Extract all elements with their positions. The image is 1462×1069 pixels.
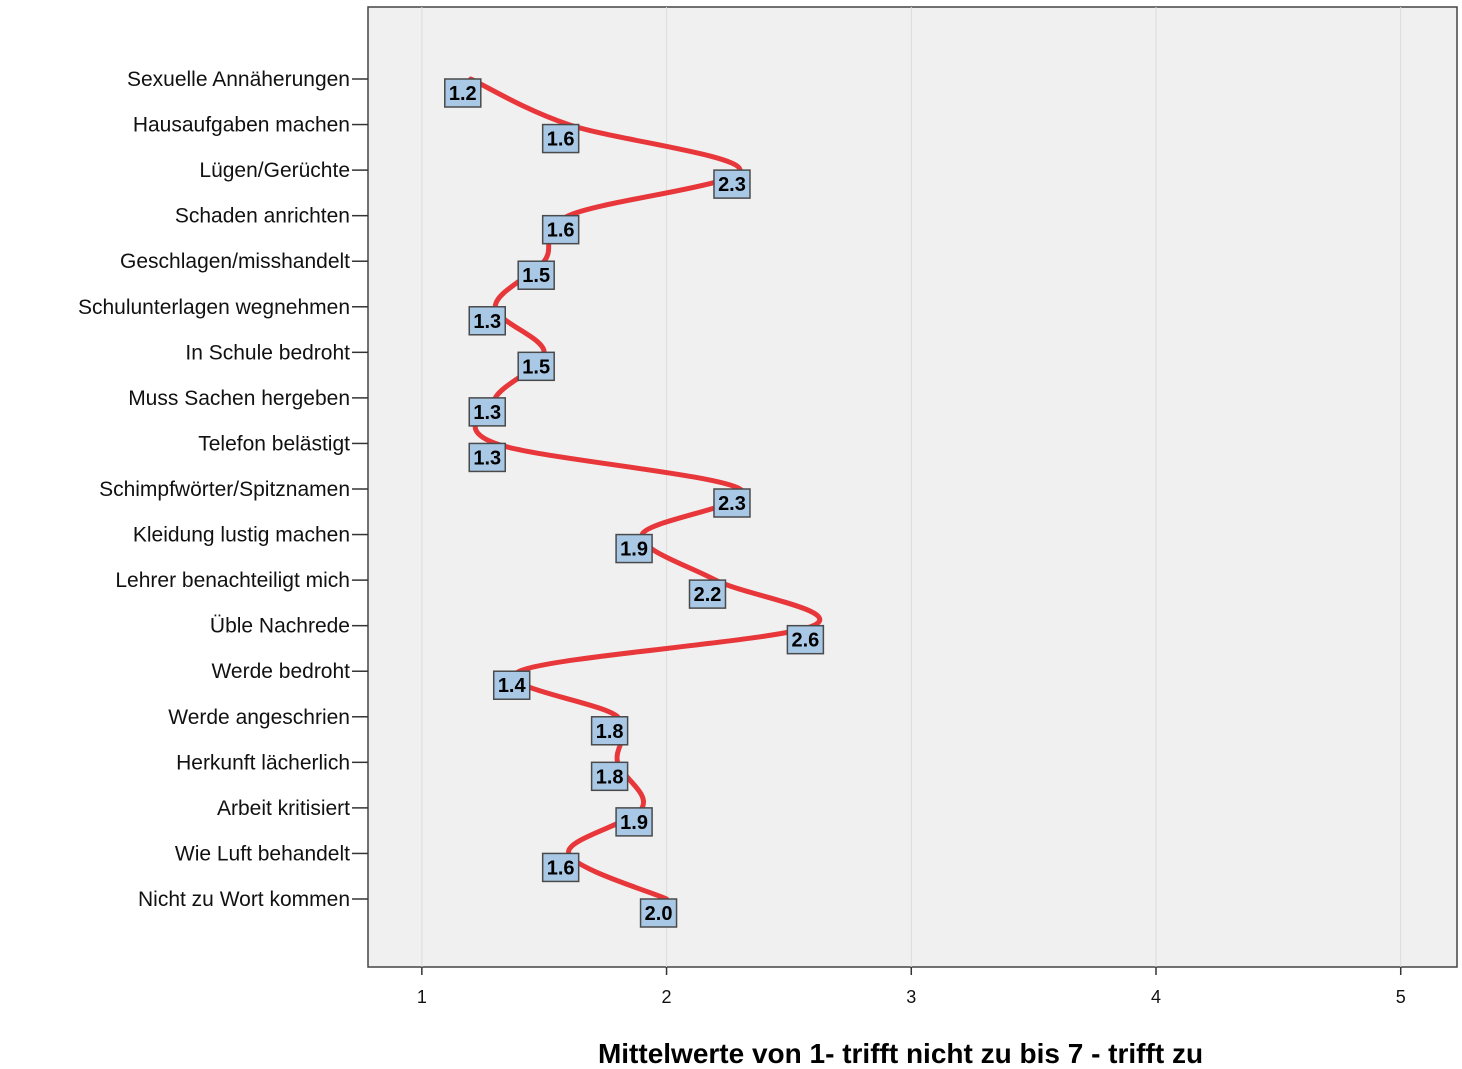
svg-text:2.6: 2.6	[791, 630, 819, 652]
grid	[421, 7, 1402, 967]
data-label: 1.8	[590, 761, 629, 792]
svg-text:1.2: 1.2	[449, 83, 477, 105]
svg-text:1.6: 1.6	[547, 220, 575, 242]
data-label: 1.3	[468, 442, 507, 473]
category-label: Sexuelle Annäherungen	[127, 68, 350, 91]
data-label: 1.3	[468, 397, 507, 427]
category-label: Schimpfwörter/Spitznamen	[99, 478, 350, 501]
category-label: Lehrer benachteiligt mich	[115, 569, 350, 592]
data-label: 2.0	[639, 898, 678, 928]
svg-text:2.3: 2.3	[718, 174, 746, 196]
category-label: Arbeit kritisiert	[217, 797, 350, 820]
category-label: Üble Nachrede	[210, 615, 350, 638]
data-label: 1.9	[615, 807, 653, 837]
category-label: Werde bedroht	[211, 660, 350, 683]
category-label: Lügen/Gerüchte	[199, 159, 350, 182]
category-label: Hausaufgaben machen	[133, 114, 350, 137]
category-label: Schulunterlagen wegnehmen	[78, 296, 350, 319]
data-label: 1.3	[468, 306, 507, 336]
category-label: In Schule bedroht	[185, 341, 350, 364]
data-label: 1.9	[615, 533, 653, 564]
x-tick-label: 5	[1396, 987, 1406, 1007]
x-tick-label: 3	[906, 987, 916, 1007]
category-label: Geschlagen/misshandelt	[120, 250, 350, 273]
x-tick-label: 1	[417, 987, 427, 1007]
category-axis: Sexuelle Annäherungen Hausaufgaben machen…	[78, 68, 368, 911]
data-label: 1.8	[590, 716, 629, 746]
data-label: 2.3	[713, 488, 751, 518]
svg-text:1.3: 1.3	[473, 311, 501, 333]
category-label: Wie Luft behandelt	[175, 842, 350, 865]
svg-text:1.8: 1.8	[596, 766, 624, 788]
data-label: 1.6	[541, 214, 580, 245]
data-label: 1.4	[492, 670, 531, 700]
category-label: Nicht zu Wort kommen	[138, 888, 350, 911]
data-labels: 1.2 1.6 2.3 1.6 1.5 1.3 1.5 1.3 1.3 2.3 1.9 2.2 2.6 1…	[444, 78, 825, 928]
svg-text:2.2: 2.2	[694, 584, 722, 606]
svg-text:1.5: 1.5	[522, 356, 550, 378]
svg-text:1.3: 1.3	[473, 402, 501, 424]
svg-text:1.6: 1.6	[547, 129, 575, 151]
svg-text:1.8: 1.8	[596, 721, 624, 743]
data-label: 1.6	[541, 852, 580, 883]
data-label: 1.5	[517, 351, 555, 382]
svg-text:1.6: 1.6	[547, 857, 575, 879]
x-tick-label: 2	[662, 987, 672, 1007]
svg-text:2.3: 2.3	[718, 493, 746, 515]
plot-area	[367, 6, 1458, 968]
x-axis-title: Mittelwerte von 1- trifft nicht zu bis 7…	[598, 1038, 1203, 1069]
category-label: Muss Sachen hergeben	[128, 387, 350, 410]
category-label: Telefon belästigt	[198, 432, 350, 455]
svg-text:2.0: 2.0	[645, 903, 673, 925]
data-label: 2.2	[688, 579, 727, 609]
data-label: 1.5	[517, 260, 555, 290]
category-label: Kleidung lustig machen	[133, 524, 350, 547]
x-tick-label: 4	[1151, 987, 1161, 1007]
category-label: Herkunft lächerlich	[176, 751, 350, 774]
svg-text:1.3: 1.3	[473, 447, 501, 469]
category-label: Schaden anrichten	[175, 205, 350, 228]
value-axis: 1 2 3 4 5	[417, 967, 1406, 1007]
data-label: 1.2	[444, 78, 482, 108]
data-label: 1.6	[541, 123, 580, 154]
svg-text:1.5: 1.5	[522, 265, 550, 287]
svg-text:1.4: 1.4	[498, 675, 527, 697]
svg-text:1.9: 1.9	[620, 539, 648, 561]
data-label: 2.6	[786, 624, 825, 655]
category-label: Werde angeschrien	[168, 706, 350, 729]
svg-text:1.9: 1.9	[620, 812, 648, 834]
data-label: 2.3	[713, 169, 751, 199]
